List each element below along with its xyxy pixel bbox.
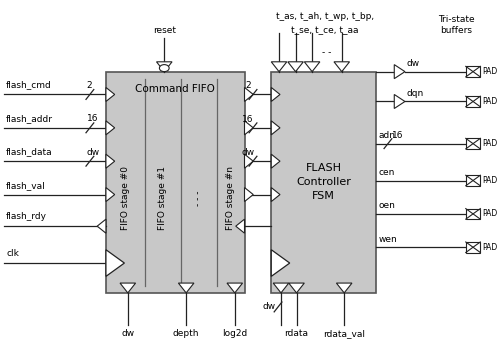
Text: PAD: PAD: [482, 67, 498, 76]
Polygon shape: [273, 283, 289, 293]
Bar: [466, 138, 480, 149]
Text: 2: 2: [246, 81, 251, 90]
Text: PAD: PAD: [482, 139, 498, 148]
Text: FIFO stage #n: FIFO stage #n: [226, 166, 235, 230]
Text: dw: dw: [86, 148, 100, 156]
Polygon shape: [97, 219, 106, 233]
Text: - -: - -: [322, 48, 332, 57]
Bar: [271, 72, 376, 293]
Text: dqn: dqn: [407, 89, 424, 98]
Polygon shape: [106, 188, 114, 201]
Text: dw: dw: [242, 148, 254, 157]
Bar: [106, 72, 244, 293]
Text: adn: adn: [378, 131, 395, 140]
Text: PAD: PAD: [482, 243, 498, 252]
Circle shape: [160, 65, 169, 72]
Polygon shape: [271, 87, 280, 102]
Polygon shape: [236, 219, 244, 233]
Polygon shape: [336, 283, 352, 293]
Polygon shape: [271, 154, 280, 168]
Polygon shape: [288, 62, 304, 72]
Polygon shape: [106, 87, 114, 102]
Text: rdata_val: rdata_val: [323, 329, 365, 338]
Text: cen: cen: [378, 168, 394, 177]
Polygon shape: [244, 121, 254, 135]
Polygon shape: [244, 87, 254, 102]
Text: flash_addr: flash_addr: [6, 114, 54, 123]
Text: FLASH
Controller
FSM: FLASH Controller FSM: [296, 163, 351, 201]
Polygon shape: [271, 188, 280, 201]
Bar: [466, 242, 480, 252]
Text: rdata: rdata: [284, 329, 308, 338]
Text: reset: reset: [153, 26, 176, 35]
Polygon shape: [244, 188, 254, 201]
Text: clk: clk: [6, 249, 19, 258]
Text: 2: 2: [86, 81, 92, 90]
Text: depth: depth: [173, 329, 200, 338]
Polygon shape: [394, 95, 405, 109]
Bar: [466, 175, 480, 186]
Text: dw: dw: [407, 59, 420, 68]
Text: - - -: - - -: [194, 190, 203, 206]
Text: dw: dw: [262, 302, 275, 312]
Bar: [466, 96, 480, 107]
Text: flash_data: flash_data: [6, 147, 53, 156]
Polygon shape: [106, 250, 124, 276]
Polygon shape: [227, 283, 242, 293]
Text: PAD: PAD: [482, 209, 498, 218]
Polygon shape: [289, 283, 304, 293]
Polygon shape: [156, 62, 172, 72]
Polygon shape: [106, 154, 114, 168]
Text: flash_cmd: flash_cmd: [6, 81, 52, 90]
Text: wen: wen: [378, 235, 397, 244]
Polygon shape: [271, 121, 280, 135]
Text: dw: dw: [121, 329, 134, 338]
Text: PAD: PAD: [482, 97, 498, 106]
Polygon shape: [106, 121, 114, 135]
Text: FIFO stage #1: FIFO stage #1: [158, 166, 167, 230]
Polygon shape: [120, 283, 136, 293]
Text: 16: 16: [392, 131, 404, 140]
Text: oen: oen: [378, 201, 395, 210]
Text: t_se, t_ce, t_aa: t_se, t_ce, t_aa: [291, 26, 358, 35]
Text: 16: 16: [242, 115, 254, 124]
Polygon shape: [394, 65, 405, 79]
Polygon shape: [271, 62, 287, 72]
Text: PAD: PAD: [482, 176, 498, 185]
Bar: [466, 66, 480, 77]
Polygon shape: [244, 154, 254, 168]
Polygon shape: [271, 250, 289, 276]
Polygon shape: [334, 62, 349, 72]
Polygon shape: [304, 62, 320, 72]
Text: FIFO stage #0: FIFO stage #0: [121, 166, 130, 230]
Text: Command FIFO: Command FIFO: [136, 84, 215, 94]
Text: flash_rdy: flash_rdy: [6, 212, 48, 221]
Text: t_as, t_ah, t_wp, t_bp,: t_as, t_ah, t_wp, t_bp,: [276, 12, 374, 21]
Text: flash_val: flash_val: [6, 181, 46, 190]
Text: log2d: log2d: [222, 329, 248, 338]
Bar: [466, 209, 480, 219]
Text: 16: 16: [86, 114, 98, 123]
Polygon shape: [178, 283, 194, 293]
Text: Tri-state
buffers: Tri-state buffers: [438, 16, 474, 35]
